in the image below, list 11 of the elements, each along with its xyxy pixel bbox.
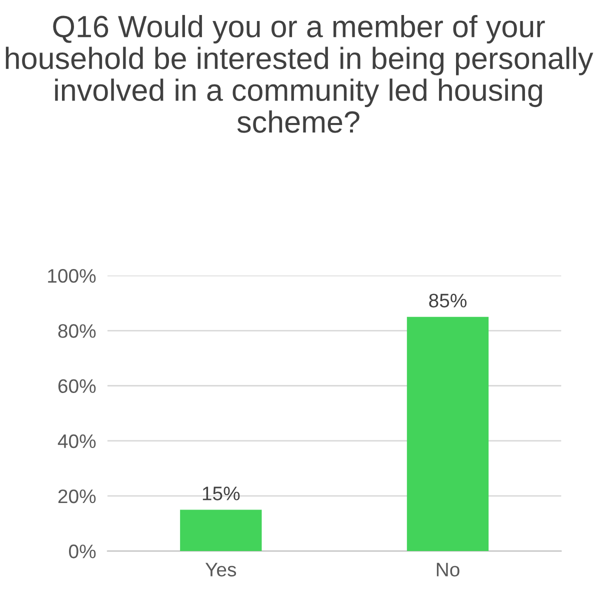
y-tick-label: 100%	[48, 269, 96, 283]
y-tick-label: 20%	[58, 489, 96, 504]
data-label: 15%	[202, 486, 240, 500]
data-label: 85%	[429, 294, 467, 308]
chart-title: Q16 Would you or a member of your household be interested in being personally involved in a community led housing scheme?	[6, 14, 594, 133]
y-tick-label: 0%	[69, 544, 96, 558]
y-tick-label: 80%	[58, 324, 96, 338]
y-tick-label: 60%	[58, 379, 96, 393]
x-tick-label: No	[436, 562, 460, 576]
y-tick-label: 40%	[58, 434, 96, 448]
x-tick-label: Yes	[205, 562, 236, 576]
